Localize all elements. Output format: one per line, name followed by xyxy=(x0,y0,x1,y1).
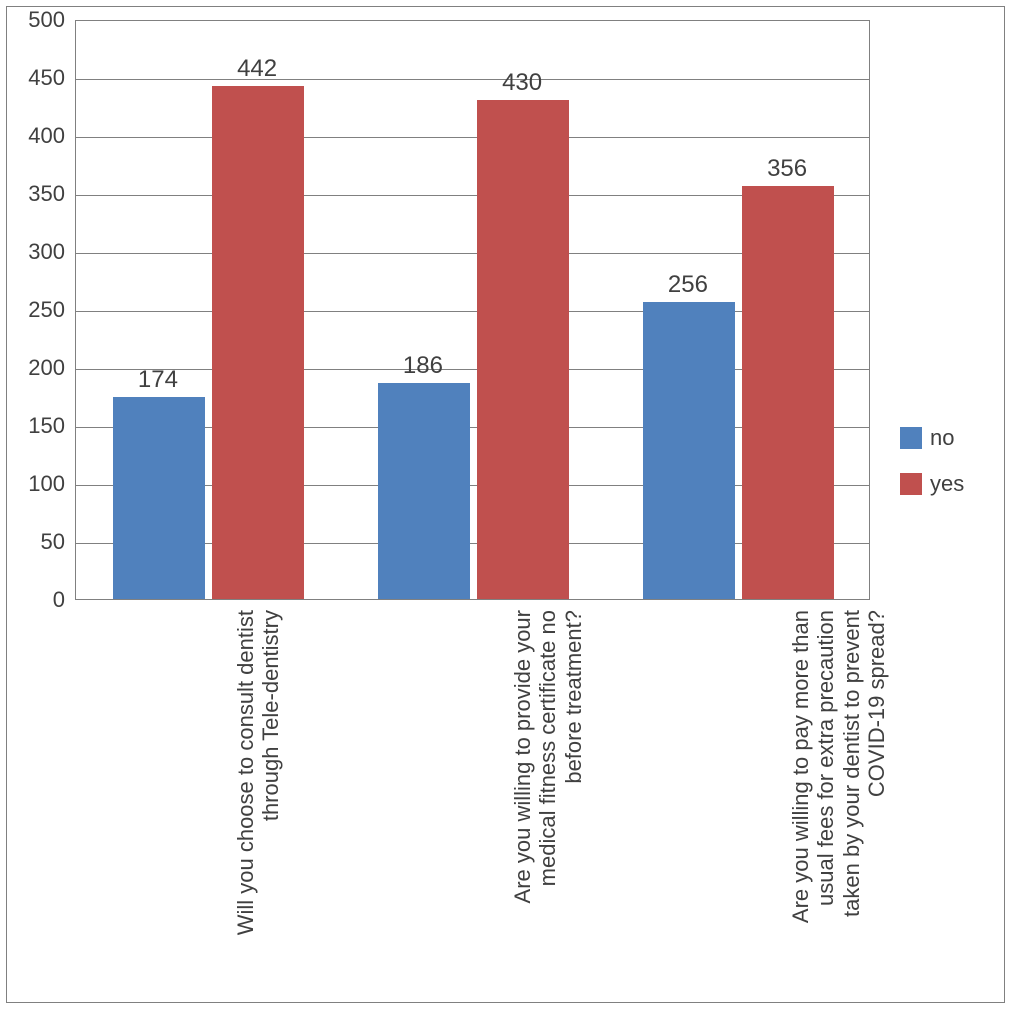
xtick-label: Will you choose to consult dentistthroug… xyxy=(233,610,284,1010)
xtick-label: Are you willing to provide yourmedical f… xyxy=(510,610,586,1010)
legend-item-no: no xyxy=(900,425,964,451)
bar-yes xyxy=(477,100,569,599)
ytick-label: 200 xyxy=(5,355,65,381)
bar-no xyxy=(643,302,735,599)
gridline xyxy=(76,137,869,138)
legend-label: no xyxy=(930,425,954,451)
bar-value-label: 186 xyxy=(403,352,443,380)
ytick-label: 350 xyxy=(5,181,65,207)
legend: no yes xyxy=(900,425,964,517)
bar-no xyxy=(113,397,205,599)
legend-item-yes: yes xyxy=(900,471,964,497)
bar-yes xyxy=(212,86,304,599)
gridline xyxy=(76,79,869,80)
ytick-label: 450 xyxy=(5,65,65,91)
bar-value-label: 356 xyxy=(767,155,807,183)
legend-swatch xyxy=(900,473,922,495)
ytick-label: 150 xyxy=(5,413,65,439)
chart-container: no yes 0 50 100 150 200 250 300 350 400 450 500 174 4… xyxy=(0,0,1011,1009)
bar-value-label: 256 xyxy=(668,271,708,299)
ytick-label: 500 xyxy=(5,7,65,33)
ytick-label: 250 xyxy=(5,297,65,323)
bar-yes xyxy=(742,186,834,599)
xtick-label: Are you willing to pay more thanusual fe… xyxy=(788,610,889,1010)
plot-area xyxy=(75,20,870,600)
bar-value-label: 174 xyxy=(138,366,178,394)
legend-label: yes xyxy=(930,471,964,497)
bar-value-label: 442 xyxy=(237,55,277,83)
legend-swatch xyxy=(900,427,922,449)
bar-no xyxy=(378,383,470,599)
ytick-label: 100 xyxy=(5,471,65,497)
ytick-label: 400 xyxy=(5,123,65,149)
bar-value-label: 430 xyxy=(502,69,542,97)
ytick-label: 0 xyxy=(5,587,65,613)
ytick-label: 300 xyxy=(5,239,65,265)
ytick-label: 50 xyxy=(5,529,65,555)
